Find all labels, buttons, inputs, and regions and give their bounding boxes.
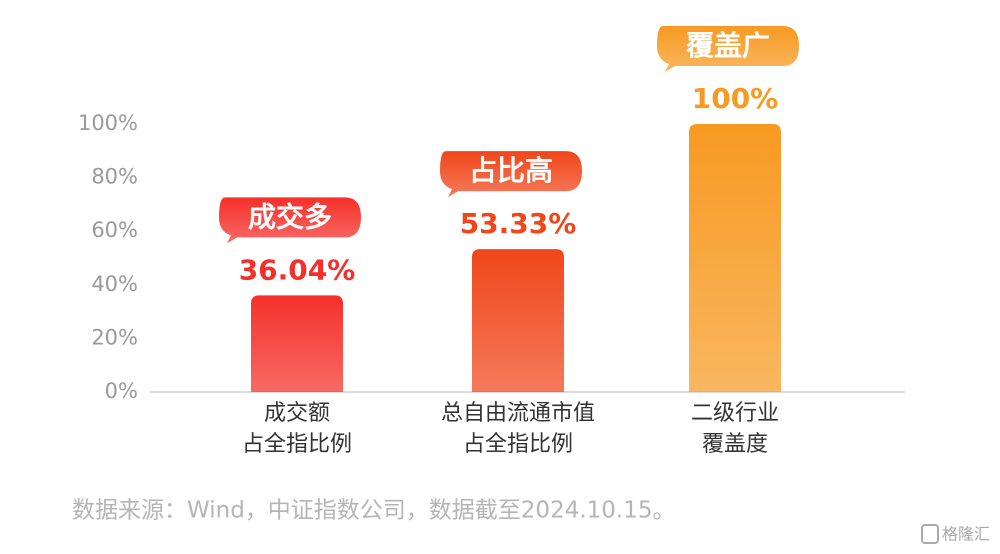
badge-label: 覆盖广 [685, 29, 770, 62]
badge [657, 26, 799, 72]
x-tick-label: 二级行业 [691, 401, 779, 426]
y-tick-label: 0% [105, 379, 138, 403]
y-tick-label: 20% [91, 325, 138, 349]
bar [689, 124, 781, 392]
x-tick-label: 占全指比例 [242, 432, 352, 457]
badge [219, 197, 361, 244]
bar [472, 249, 564, 392]
source-note: 数据来源：Wind，中证指数公司，数据截至2024.10.15。 [72, 498, 676, 524]
value-label: 53.33% [460, 207, 577, 240]
badge [440, 151, 582, 198]
y-tick-label: 100% [78, 111, 138, 135]
y-tick-label: 60% [91, 218, 138, 242]
x-tick-label: 总自由流通市值 [441, 401, 595, 426]
y-tick-label: 40% [91, 272, 138, 296]
value-label: 36.04% [239, 253, 356, 286]
x-tick-label: 覆盖度 [702, 432, 768, 457]
bar [251, 295, 343, 392]
watermark-logo [921, 524, 939, 544]
x-tick-label: 占全指比例 [463, 432, 573, 457]
watermark: 格隆汇 [942, 525, 990, 544]
badge-label: 成交多 [248, 200, 332, 233]
badge-label: 占比高 [469, 154, 553, 187]
value-label: 100% [692, 82, 779, 115]
x-tick-label: 成交额 [264, 401, 330, 426]
y-tick-label: 80% [91, 165, 138, 189]
